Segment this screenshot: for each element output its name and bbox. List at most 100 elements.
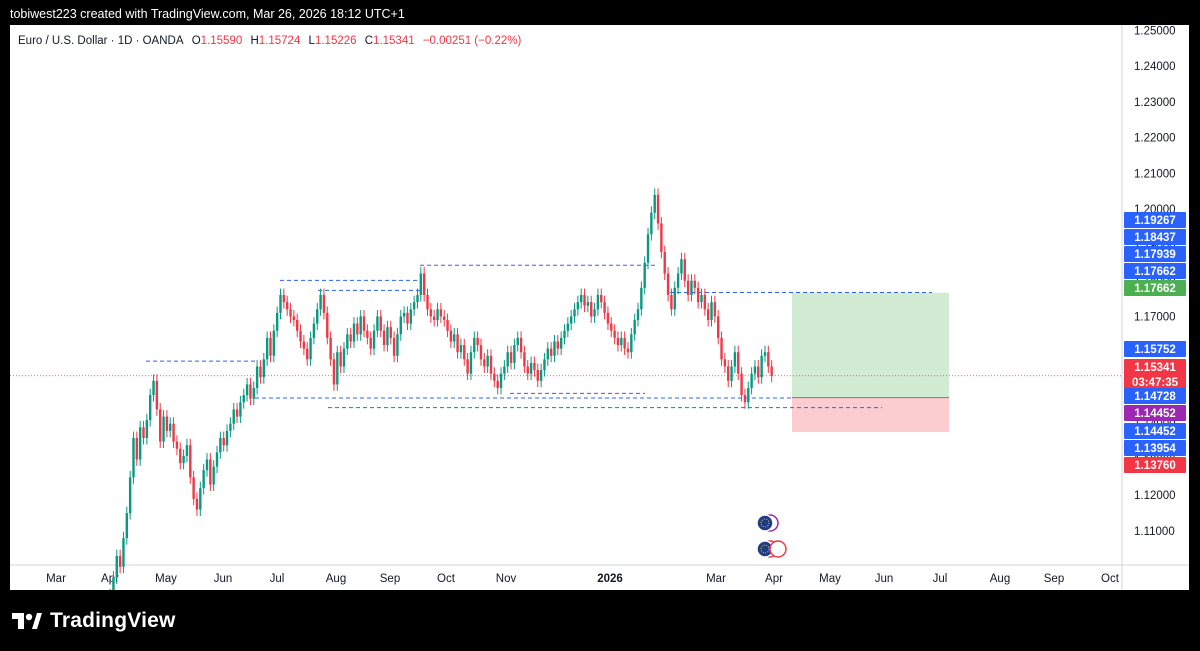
candle-body bbox=[626, 348, 630, 353]
candle-body bbox=[613, 330, 616, 338]
candle-body bbox=[272, 330, 276, 356]
price-badge bbox=[1124, 212, 1186, 228]
candle-body bbox=[252, 387, 255, 399]
candle-body bbox=[653, 194, 656, 213]
candle-body bbox=[630, 334, 633, 353]
candle-body bbox=[379, 316, 382, 331]
candle-body bbox=[275, 312, 279, 331]
candle-body bbox=[523, 352, 526, 367]
candle-body bbox=[670, 294, 673, 310]
candle-body bbox=[526, 366, 529, 374]
candle-body bbox=[162, 416, 165, 442]
time-tick-label: Jul bbox=[270, 573, 285, 585]
price-chart[interactable]: 1.250001.240001.230001.220001.210001.200… bbox=[10, 25, 1189, 590]
price-badge-value: 1.15341 bbox=[1134, 362, 1176, 374]
time-tick-label: Sep bbox=[1044, 573, 1064, 585]
candle-body bbox=[479, 345, 483, 360]
eu-flag-icon bbox=[756, 514, 774, 532]
candle-body bbox=[282, 294, 286, 303]
candle-body bbox=[603, 302, 606, 313]
candle-body bbox=[516, 337, 519, 346]
price-tick-label: 1.11000 bbox=[1134, 526, 1175, 538]
candle-body bbox=[650, 212, 653, 235]
candle-body bbox=[623, 337, 626, 349]
candle-body bbox=[590, 302, 593, 317]
price-badge bbox=[1124, 263, 1186, 279]
candle-body bbox=[406, 312, 409, 324]
candle-body bbox=[533, 362, 536, 371]
price-badge-value: 1.17662 bbox=[1134, 283, 1176, 295]
candle-body bbox=[753, 366, 757, 374]
candle-body bbox=[376, 316, 379, 331]
close-value: 1.15341 bbox=[373, 35, 415, 47]
candle-body bbox=[686, 280, 690, 295]
candle-body bbox=[680, 259, 683, 274]
chart-panel[interactable]: 1.25000 1.24000 1.23000 1.22000 1.21000 1.200… bbox=[10, 25, 1189, 590]
candle-body bbox=[716, 316, 720, 338]
candle-body bbox=[519, 337, 523, 353]
candle-body bbox=[449, 330, 453, 342]
price-badge bbox=[1124, 246, 1186, 262]
candle-body bbox=[169, 423, 172, 431]
price-badge-value: 1.19267 bbox=[1134, 215, 1176, 227]
candle-body bbox=[269, 337, 272, 356]
candle-body bbox=[346, 334, 349, 349]
candle-body bbox=[372, 330, 376, 349]
candle-body bbox=[432, 316, 436, 321]
candle-body bbox=[606, 312, 610, 324]
candle-body bbox=[235, 409, 239, 417]
candle-body bbox=[125, 513, 129, 539]
candle-body bbox=[165, 416, 169, 431]
candle-body bbox=[529, 362, 533, 374]
price-badge-countdown: 03:47:35 bbox=[1132, 377, 1179, 389]
candle-body bbox=[189, 445, 192, 478]
candle-body bbox=[666, 273, 670, 295]
candle-body bbox=[392, 337, 396, 356]
candle-body bbox=[332, 359, 336, 385]
candle-body bbox=[543, 359, 546, 371]
chart-caption: tobiwest223 created with TradingView.com… bbox=[10, 7, 405, 21]
time-tick-label: Jul bbox=[933, 573, 948, 585]
candle-body bbox=[359, 316, 362, 335]
price-tick-label: 1.21000 bbox=[1134, 168, 1176, 180]
candle-body bbox=[757, 366, 760, 378]
price-badge bbox=[1124, 440, 1186, 456]
candle-body bbox=[476, 337, 479, 346]
candle-body bbox=[229, 423, 232, 431]
candle-body bbox=[737, 352, 740, 374]
candle-body bbox=[115, 556, 118, 578]
candle-body bbox=[239, 402, 242, 417]
candle-body bbox=[322, 294, 326, 313]
candle-body bbox=[536, 370, 539, 381]
candle-body bbox=[723, 359, 727, 367]
time-tick-label: Nov bbox=[496, 573, 517, 585]
candle-body bbox=[563, 330, 566, 338]
candle-body bbox=[259, 366, 262, 378]
candle-body bbox=[549, 348, 553, 356]
candle-body bbox=[546, 348, 549, 360]
candle-body bbox=[610, 323, 613, 331]
candle-body bbox=[620, 337, 623, 346]
candle-body bbox=[122, 538, 125, 567]
candle-body bbox=[747, 387, 750, 403]
candle-body bbox=[159, 409, 162, 442]
candle-body bbox=[316, 309, 319, 324]
candle-body bbox=[580, 294, 583, 303]
time-tick-label: Oct bbox=[437, 573, 456, 585]
candle-body bbox=[456, 334, 459, 353]
candle-body bbox=[463, 345, 466, 360]
candle-body bbox=[496, 380, 499, 388]
price-badge-value: 1.14728 bbox=[1134, 391, 1176, 403]
candle-body bbox=[285, 302, 289, 310]
time-tick-label: Mar bbox=[706, 573, 726, 585]
time-tick-label: May bbox=[819, 573, 841, 585]
candle-body bbox=[336, 352, 339, 385]
candle-body bbox=[493, 373, 496, 381]
candle-body bbox=[155, 380, 159, 410]
candle-body bbox=[349, 334, 352, 342]
time-tick-label: Apr bbox=[765, 573, 783, 585]
price-badge-value: 1.17662 bbox=[1134, 266, 1176, 278]
candle-body bbox=[770, 366, 773, 376]
symbol-label: Euro / U.S. Dollar · 1D · OANDA bbox=[18, 35, 184, 47]
candle-body bbox=[763, 352, 767, 356]
